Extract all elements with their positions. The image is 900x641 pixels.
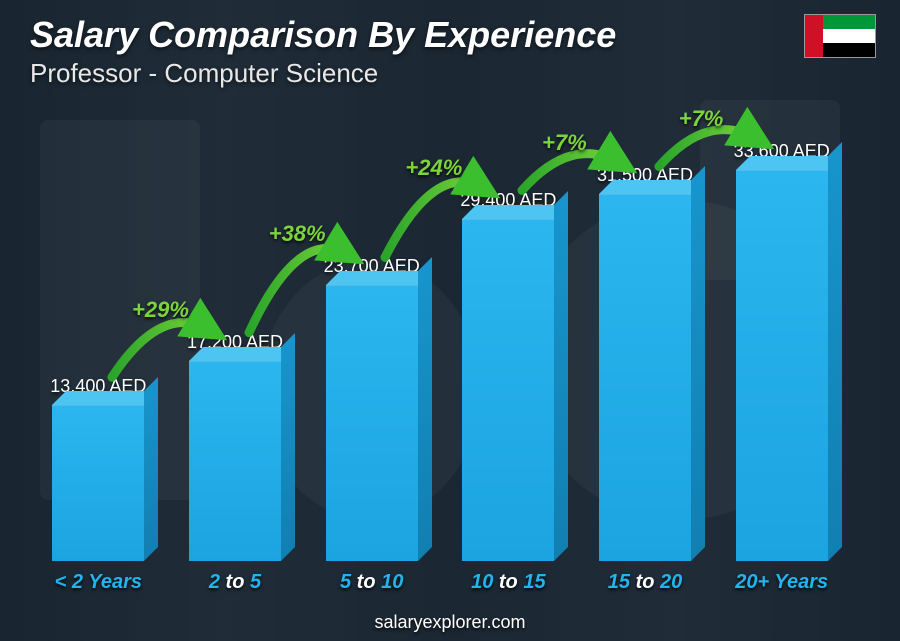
- bar-group: 23,700 AED: [303, 110, 440, 561]
- bar-group: 29,400 AED: [440, 110, 577, 561]
- chart-stage: Salary Comparison By Experience Professo…: [0, 0, 900, 641]
- x-axis-label: 15 to 20: [577, 571, 714, 605]
- footer-credit: salaryexplorer.com: [0, 612, 900, 633]
- bar: [736, 170, 828, 561]
- bar: [599, 194, 691, 561]
- bar: [52, 405, 144, 561]
- bars-container: 13,400 AED17,200 AED23,700 AED29,400 AED…: [30, 110, 850, 561]
- bar-group: 13,400 AED: [30, 110, 167, 561]
- bar: [326, 285, 418, 561]
- x-axis-label: 20+ Years: [713, 571, 850, 605]
- x-axis-labels: < 2 Years2 to 55 to 1010 to 1515 to 2020…: [30, 571, 850, 605]
- bar-group: 17,200 AED: [167, 110, 304, 561]
- bar-group: 31,500 AED: [577, 110, 714, 561]
- page-title: Salary Comparison By Experience: [30, 14, 616, 56]
- page-subtitle: Professor - Computer Science: [30, 58, 378, 89]
- x-axis-label: 2 to 5: [167, 571, 304, 605]
- x-axis-label: 10 to 15: [440, 571, 577, 605]
- uae-flag-icon: [804, 14, 876, 58]
- salary-bar-chart: 13,400 AED17,200 AED23,700 AED29,400 AED…: [30, 110, 850, 561]
- x-axis-label: < 2 Years: [30, 571, 167, 605]
- bar: [462, 219, 554, 561]
- bar: [189, 361, 281, 561]
- x-axis-label: 5 to 10: [303, 571, 440, 605]
- bar-group: 33,600 AED: [713, 110, 850, 561]
